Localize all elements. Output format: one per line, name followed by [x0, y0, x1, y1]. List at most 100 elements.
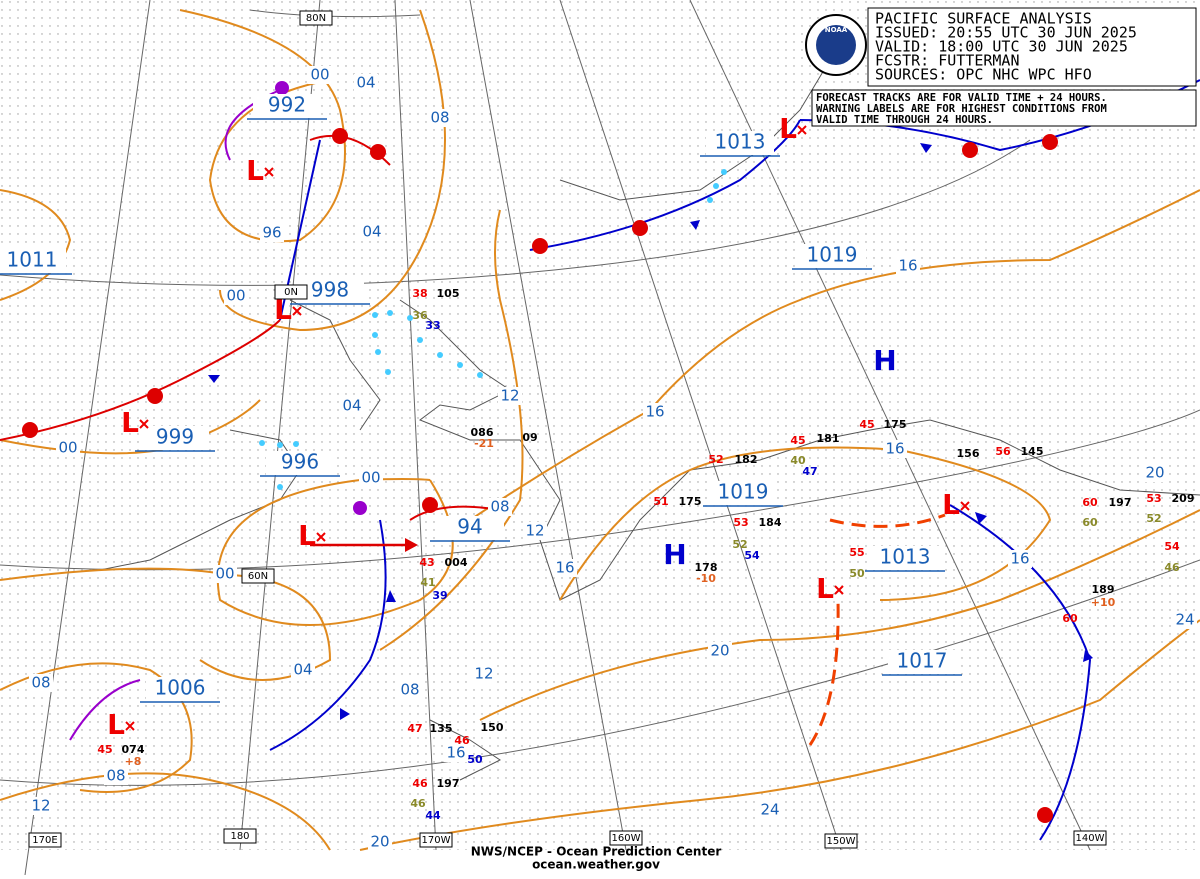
isobar-label: 08 — [400, 681, 419, 699]
central-pressure: 1019 — [718, 480, 769, 504]
isobar-label: 00 — [215, 565, 234, 583]
station-observation: 105 — [437, 287, 460, 300]
footer-center: NWS/NCEP - Ocean Prediction Center — [471, 845, 722, 859]
station-observation: 209 — [1172, 492, 1195, 505]
station-observation: 40 — [790, 454, 806, 467]
station-observation: 182 — [735, 453, 758, 466]
low-center-mark — [797, 125, 807, 135]
isobar-label-bg — [883, 440, 907, 458]
graticule-label-box — [824, 833, 858, 849]
station-observation: 41 — [420, 576, 435, 589]
station-observation: 45 — [859, 418, 874, 431]
isobar-label: 00 — [310, 66, 329, 84]
high-center: H — [663, 538, 686, 571]
station-observation: 52 — [732, 538, 747, 551]
central-pressure: 1013 — [715, 130, 766, 154]
station-observation: 45 — [97, 743, 112, 756]
isobar-label: 16 — [645, 403, 664, 421]
pressure-label-box — [253, 94, 321, 118]
isobar-label: 12 — [474, 665, 493, 683]
low-center: L — [942, 488, 960, 521]
low-center: L — [121, 406, 139, 439]
graticule-label: 170W — [422, 835, 451, 846]
station-observation: 54 — [1164, 540, 1180, 553]
header-box: PACIFIC SURFACE ANALYSIS ISSUED: 20:55 U… — [805, 7, 1197, 127]
header-title: PACIFIC SURFACE ANALYSIS — [875, 10, 1092, 28]
graticule-label-box — [223, 828, 257, 844]
station-observation: 178 — [695, 561, 718, 574]
graticule-label-box — [299, 10, 333, 26]
isobar-label: 04 — [293, 661, 312, 679]
central-pressure: 998 — [311, 278, 349, 302]
isobar-label-bg — [104, 767, 128, 785]
station-observation: 46 — [454, 734, 470, 747]
isobar-label-bg — [444, 744, 468, 762]
isobar-label-bg — [553, 559, 577, 577]
station-observation: 189 — [1092, 583, 1115, 596]
pressure-label-box — [871, 546, 939, 570]
central-pressure: 1011 — [7, 248, 58, 272]
station-observation: 56 — [995, 445, 1011, 458]
station-observation: 145 — [1021, 445, 1044, 458]
graticule-label: 140W — [1076, 833, 1105, 844]
isobar-label: 16 — [555, 559, 574, 577]
isobar-label: 04 — [362, 223, 381, 241]
station-observation: 175 — [679, 495, 702, 508]
station-observation: 51 — [653, 495, 668, 508]
low-center: L — [107, 708, 125, 741]
station-observation: 197 — [1109, 496, 1132, 509]
isobar-label-bg — [291, 661, 315, 679]
isobar-label-bg — [308, 66, 332, 84]
isobar-label: 96 — [262, 224, 281, 242]
isobar-label: 00 — [361, 469, 380, 487]
station-observation: 50 — [849, 567, 865, 580]
central-pressure: 992 — [268, 93, 306, 117]
station-observation: 44 — [425, 809, 441, 822]
station-observation: 156 — [957, 447, 980, 460]
note-line: FORECAST TRACKS ARE FOR VALID TIME + 24 … — [816, 92, 1107, 104]
isobar-label-bg — [523, 522, 547, 540]
station-observation: 60 — [1082, 516, 1098, 529]
isobar-label-bg — [368, 833, 392, 851]
station-observation: 086 — [471, 426, 494, 439]
station-observation: -10 — [696, 572, 716, 585]
isobar-label: 00 — [58, 439, 77, 457]
graticule-label: 60N — [248, 571, 268, 582]
isobar-label-bg — [708, 642, 732, 660]
note-line: VALID TIME THROUGH 24 HOURS. — [816, 114, 993, 126]
low-center-mark — [292, 306, 302, 316]
graticule-label-box — [1073, 830, 1107, 846]
station-observation: 52 — [1146, 512, 1161, 525]
low-center-mark — [264, 167, 274, 177]
header-valid: VALID: 18:00 UTC 30 JUN 2025 — [875, 38, 1128, 56]
pressure-label-box — [436, 516, 504, 540]
station-observation: 46 — [1164, 561, 1180, 574]
station-observation: +10 — [1091, 596, 1116, 609]
station-observation: 53 — [1146, 492, 1161, 505]
pressure-label-box — [0, 249, 66, 273]
pressure-label-box — [266, 451, 334, 475]
isobar-label-bg — [1143, 464, 1167, 482]
isobar-label-bg — [896, 257, 920, 275]
station-observation: 135 — [430, 722, 453, 735]
isobar-label-bg — [498, 387, 522, 405]
isobar-label-bg — [354, 74, 378, 92]
graticule-label: 180 — [230, 831, 249, 842]
isobar-label-bg — [359, 469, 383, 487]
isobar-label: 16 — [446, 744, 465, 762]
isobar-label: 04 — [356, 74, 375, 92]
central-pressure: 1006 — [155, 676, 206, 700]
low-center-mark — [316, 532, 326, 542]
low-center: L — [246, 154, 264, 187]
isobar-label-bg — [360, 223, 384, 241]
note-line: WARNING LABELS ARE FOR HIGHEST CONDITION… — [816, 103, 1107, 115]
station-observation: 36 — [412, 309, 428, 322]
station-observation: 43 — [419, 556, 434, 569]
isobar-label-bg — [224, 287, 248, 305]
isobar-label-bg — [260, 224, 284, 242]
graticule-label-box — [241, 568, 275, 584]
pressure-label-box — [146, 677, 214, 701]
isobar-label: 12 — [525, 522, 544, 540]
isobar-label: 08 — [106, 767, 125, 785]
